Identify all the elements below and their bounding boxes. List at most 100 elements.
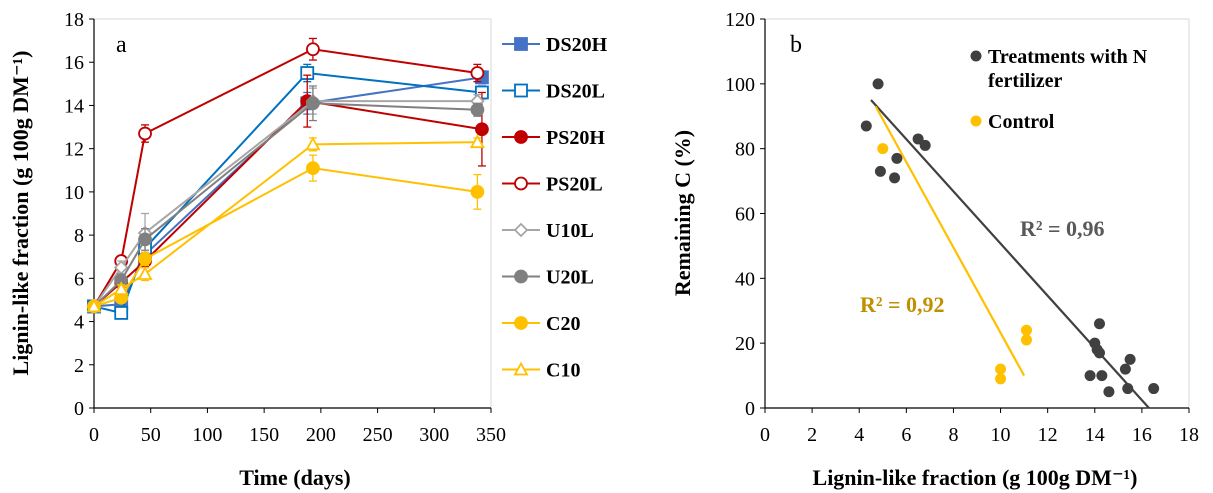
panel-b-y-tick-label: 80 xyxy=(735,139,755,161)
data-point xyxy=(874,165,886,177)
panel-b-y-tick-label: 0 xyxy=(745,398,755,420)
legend-entry-c10: C10 xyxy=(502,360,580,382)
series-c10-line xyxy=(93,141,478,308)
panel-b-label: b xyxy=(790,32,802,58)
legend-label: DS20L xyxy=(546,81,605,103)
legend-label: U20L xyxy=(546,267,594,289)
data-point xyxy=(86,298,102,313)
data-point xyxy=(306,161,320,176)
panel-b-y-tick-label: 100 xyxy=(725,74,755,96)
panel-b-plot-frame xyxy=(764,18,1190,409)
legend-swatch-marker xyxy=(513,361,529,376)
data-point xyxy=(1093,347,1105,359)
data-point xyxy=(138,126,152,141)
panel-b-chart: b 0 20 40 60 80 100 120 0 2 4 6 8 10 12 14 16 18 R² = 0,… xyxy=(670,9,1199,490)
panel-b-x-tick-label: 6 xyxy=(901,424,911,446)
panel-a-axes: 0 2 4 6 8 10 12 14 16 18 0 50 100 150 200 250 300 350 xyxy=(64,9,506,446)
legend-swatch-marker xyxy=(514,269,528,284)
data-point xyxy=(889,172,901,184)
series-ps20h-line xyxy=(93,100,483,308)
trendline xyxy=(870,99,1150,409)
panel-a-x-tick-label: 350 xyxy=(476,424,506,446)
data-point xyxy=(470,184,485,199)
legend-entry-c20: C20 xyxy=(502,313,580,335)
data-point xyxy=(1119,363,1131,375)
legend-label: Control xyxy=(988,111,1055,133)
panel-a-x-axis-title: Time (days) xyxy=(239,465,350,490)
panel-b-x-tick-label: 16 xyxy=(1132,424,1152,446)
legend-swatch-marker xyxy=(514,83,528,98)
series-ds20l-line xyxy=(93,71,483,315)
panel-a-x-tick-label: 100 xyxy=(192,424,222,446)
panel-a-y-axis-title: Lignin-like fraction (g 100g DM⁻¹) xyxy=(8,51,33,376)
panel-a-y-tick-label: 0 xyxy=(74,398,84,420)
panel-a-x-tick-label: 0 xyxy=(89,424,99,446)
panel-a-y-tick-label: 6 xyxy=(74,268,84,290)
legend-label: PS20H xyxy=(546,127,605,149)
legend-label-line: fertilizer xyxy=(988,70,1062,92)
panel-b-y-tick-label: 60 xyxy=(735,204,755,226)
data-point xyxy=(113,281,129,296)
panel-b-y-tick-label: 120 xyxy=(725,9,755,31)
legend-swatch-marker xyxy=(970,50,982,62)
panel-b-series xyxy=(860,78,1160,398)
data-point xyxy=(912,133,924,145)
panel-a-x-tick-label: 300 xyxy=(419,424,449,446)
data-point xyxy=(891,152,903,164)
panel-b-axes: 0 20 40 60 80 100 120 0 2 4 6 8 10 12 14 16 18 xyxy=(725,9,1199,446)
data-point xyxy=(114,306,129,320)
panel-b-x-tick-label: 10 xyxy=(991,424,1011,446)
data-point xyxy=(877,143,889,155)
trendline-r2-label: R² = 0,92 xyxy=(860,292,945,317)
legend-swatch-marker xyxy=(514,130,528,144)
data-point xyxy=(1103,386,1115,398)
legend-entry-u20l: U20L xyxy=(502,267,594,289)
panel-b-x-tick-label: 12 xyxy=(1038,424,1058,446)
panel-a-y-tick-label: 18 xyxy=(64,9,84,31)
panel-a-series xyxy=(86,37,489,320)
panel-a-y-tick-label: 12 xyxy=(64,139,84,161)
panel-a-x-tick-label: 200 xyxy=(306,424,336,446)
data-point xyxy=(1020,324,1032,336)
legend-label: DS20H xyxy=(546,34,608,56)
series-c10 xyxy=(86,134,485,313)
data-point xyxy=(470,102,485,117)
panel-b-x-tick-label: 2 xyxy=(807,424,817,446)
data-point xyxy=(872,78,884,90)
legend-entry-ds20l: DS20L xyxy=(502,81,605,103)
data-point xyxy=(1148,383,1160,395)
data-point xyxy=(1124,353,1136,365)
panel-a-plot-frame xyxy=(93,18,492,409)
series-treatments-with-n-fertilizer xyxy=(860,78,1160,398)
panel-a-y-tick-label: 14 xyxy=(64,95,84,117)
data-point xyxy=(995,363,1007,375)
panel-b-x-tick-label: 8 xyxy=(948,424,958,446)
data-point xyxy=(306,42,320,57)
trendline xyxy=(874,105,1026,377)
panel-a-y-tick-label: 16 xyxy=(64,52,84,74)
series-ds20h-line xyxy=(93,76,483,308)
data-point xyxy=(306,96,320,111)
legend-swatch-marker xyxy=(514,316,528,330)
legend-label: C20 xyxy=(546,313,580,335)
data-point xyxy=(138,251,152,266)
legend-label-line: Treatments with N xyxy=(988,46,1148,68)
data-point xyxy=(1122,383,1134,395)
panel-b-x-tick-label: 4 xyxy=(854,424,864,446)
panel-b-y-tick-label: 20 xyxy=(735,333,755,355)
legend-label: PS20L xyxy=(546,174,603,196)
panel-b-x-tick-label: 0 xyxy=(760,424,770,446)
data-point xyxy=(919,139,931,151)
legend-swatch-marker xyxy=(513,222,529,238)
legend-swatch-marker xyxy=(514,176,528,191)
data-point xyxy=(137,266,153,280)
legend-entry-ps20h: PS20H xyxy=(502,127,605,149)
legend-entry-control: Control xyxy=(970,111,1055,133)
legend-swatch-marker xyxy=(970,115,982,127)
panel-a-y-tick-label: 2 xyxy=(74,355,84,377)
legend-entry-ds20h: DS20H xyxy=(502,34,608,56)
data-point xyxy=(470,66,485,80)
